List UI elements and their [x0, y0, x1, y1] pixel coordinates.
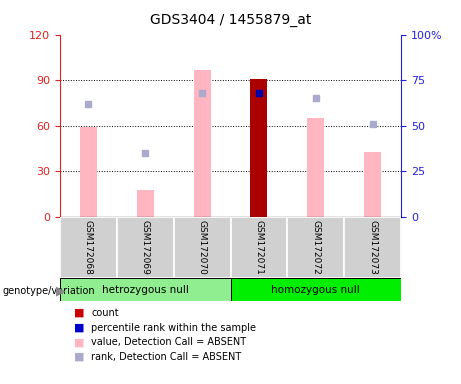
Text: hetrozygous null: hetrozygous null	[102, 285, 189, 295]
Text: value, Detection Call = ABSENT: value, Detection Call = ABSENT	[91, 337, 246, 347]
Text: percentile rank within the sample: percentile rank within the sample	[91, 323, 256, 333]
Bar	[194, 70, 211, 217]
Text: genotype/variation: genotype/variation	[2, 286, 95, 296]
Text: GSM172068: GSM172068	[84, 220, 93, 275]
Text: ■: ■	[74, 352, 84, 362]
Bar	[287, 217, 344, 278]
Text: rank, Detection Call = ABSENT: rank, Detection Call = ABSENT	[91, 352, 242, 362]
Text: ■: ■	[74, 308, 84, 318]
Bar	[60, 217, 117, 278]
Bar	[364, 152, 381, 217]
Text: GSM172072: GSM172072	[311, 220, 320, 275]
Bar	[307, 118, 324, 217]
Text: homozygous null: homozygous null	[272, 285, 360, 295]
Text: count: count	[91, 308, 119, 318]
Text: ■: ■	[74, 337, 84, 347]
Bar	[117, 217, 174, 278]
Bar	[80, 127, 97, 217]
Text: ■: ■	[74, 323, 84, 333]
Text: GSM172069: GSM172069	[141, 220, 150, 275]
Bar	[60, 278, 230, 301]
Text: GSM172073: GSM172073	[368, 220, 377, 275]
Text: GDS3404 / 1455879_at: GDS3404 / 1455879_at	[150, 13, 311, 27]
Bar	[136, 190, 154, 217]
Bar	[230, 217, 287, 278]
Text: ▶: ▶	[56, 284, 66, 297]
Bar	[230, 278, 401, 301]
Bar	[250, 79, 267, 217]
Text: GSM172071: GSM172071	[254, 220, 263, 275]
Bar	[344, 217, 401, 278]
Bar	[174, 217, 230, 278]
Text: GSM172070: GSM172070	[198, 220, 207, 275]
